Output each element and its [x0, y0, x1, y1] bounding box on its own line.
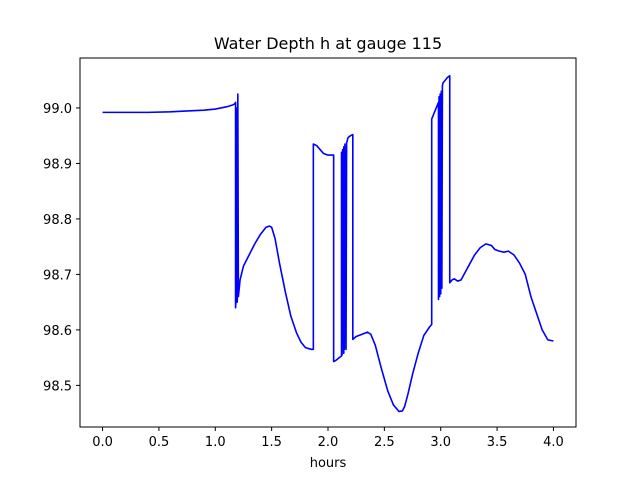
y-axis: 98.5 98.6 98.7 98.8 98.9 99.0 [43, 102, 80, 394]
y-tick-label: 98.9 [43, 157, 72, 172]
y-tick-label: 98.6 [43, 324, 72, 339]
x-tick-label: 1.5 [261, 435, 282, 450]
x-tick-label: 1.0 [205, 435, 226, 450]
y-tick-label: 99.0 [43, 102, 72, 117]
chart-title: Water Depth h at gauge 115 [214, 34, 442, 53]
x-tick-label: 3.5 [487, 435, 508, 450]
x-axis-title: hours [310, 456, 347, 471]
x-tick-label: 3.0 [430, 435, 451, 450]
y-tick-label: 98.7 [43, 268, 72, 283]
x-tick-label: 4.0 [543, 435, 564, 450]
y-tick-label: 98.5 [43, 379, 72, 394]
y-tick-label: 98.8 [43, 213, 72, 228]
series-line-0 [102, 74, 554, 413]
plot-frame [79, 57, 577, 428]
x-axis: 0.0 0.5 1.0 1.5 2.0 2.5 3.0 3.5 4.0 [92, 427, 564, 450]
plot-area [102, 74, 554, 413]
x-tick-label: 2.0 [318, 435, 339, 450]
x-tick-label: 0.0 [92, 435, 113, 450]
x-tick-label: 2.5 [374, 435, 395, 450]
x-tick-label: 0.5 [149, 435, 170, 450]
